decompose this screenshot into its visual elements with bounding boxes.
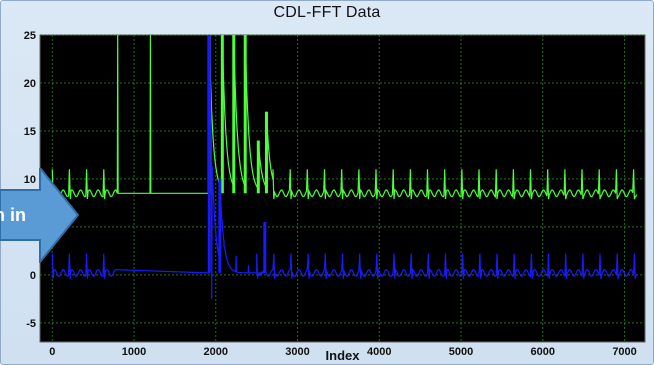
y-tick-label: 15 xyxy=(24,126,36,138)
x-tick-label: 2000 xyxy=(204,346,228,358)
right-arrow-icon xyxy=(0,168,80,263)
y-tick-label: -5 xyxy=(26,318,36,330)
y-tick-label: 25 xyxy=(24,30,36,42)
chart-title: CDL-FFT Data xyxy=(273,4,381,21)
callout-text: n in xyxy=(0,205,26,225)
y-tick-label: 0 xyxy=(30,270,36,282)
x-tick-label: 3000 xyxy=(285,346,309,358)
x-tick-label: 4000 xyxy=(367,346,391,358)
x-tick-label: 6000 xyxy=(531,346,555,358)
x-tick-label: 5000 xyxy=(449,346,473,358)
x-tick-label: 7000 xyxy=(612,346,636,358)
x-axis-label: Index xyxy=(326,348,361,363)
y-tick-label: 10 xyxy=(24,174,36,186)
x-tick-label: 1000 xyxy=(122,346,146,358)
series-blue-line xyxy=(51,55,638,299)
y-tick-label: 20 xyxy=(24,78,36,90)
x-tick-label: 0 xyxy=(49,346,55,358)
